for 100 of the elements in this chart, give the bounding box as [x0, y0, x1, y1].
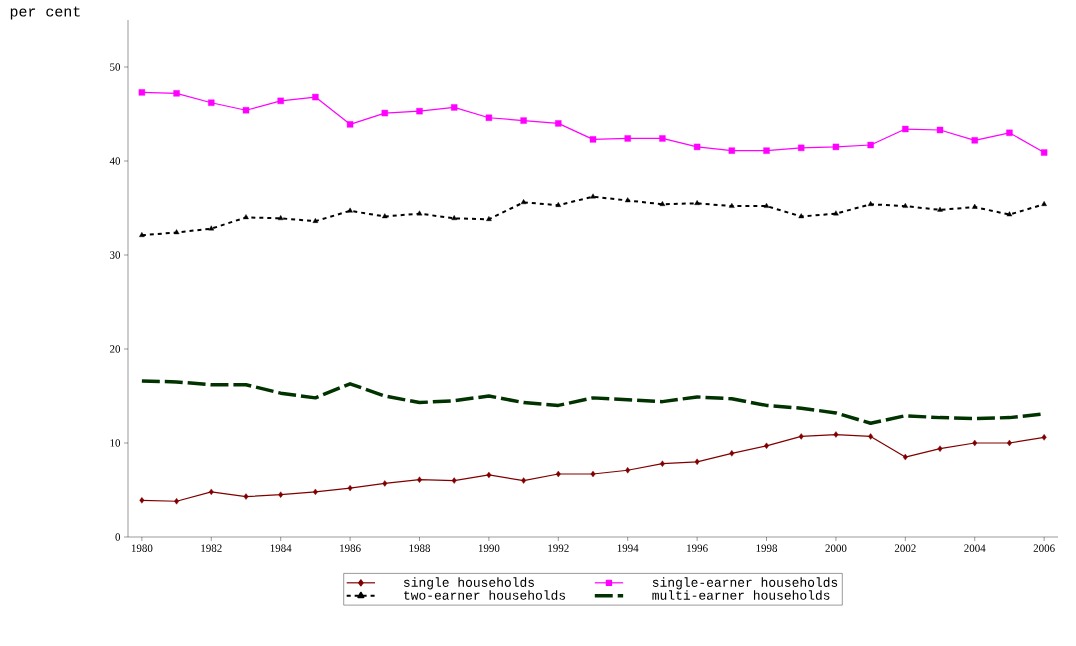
point	[138, 89, 146, 96]
point	[972, 439, 978, 447]
point	[451, 215, 457, 221]
point	[763, 202, 770, 208]
y-tick-label: 50	[110, 63, 121, 71]
point	[208, 99, 215, 106]
point	[589, 136, 597, 143]
point	[242, 107, 250, 114]
point	[139, 497, 145, 504]
point	[798, 433, 804, 440]
point	[347, 207, 353, 213]
point	[693, 143, 701, 151]
point	[555, 470, 561, 478]
point	[486, 471, 492, 479]
point	[451, 104, 458, 111]
x-tick-label: 1998	[756, 544, 778, 552]
point	[694, 458, 700, 465]
point	[590, 193, 596, 199]
point	[1006, 211, 1013, 217]
y-tick-label: 30	[110, 251, 121, 259]
x-tick-label: 1990	[478, 544, 500, 552]
x-tick-label: 1986	[340, 544, 361, 552]
y-tick-label: 0	[115, 533, 121, 541]
point	[659, 201, 666, 206]
point	[625, 467, 631, 474]
point	[520, 199, 527, 205]
point	[1006, 129, 1013, 136]
point	[971, 137, 978, 144]
point	[1041, 201, 1047, 206]
x-tick-label: 1988	[409, 544, 431, 552]
point	[1041, 434, 1047, 441]
point	[833, 431, 839, 438]
x-tick-label: 1982	[201, 544, 222, 552]
y-tick-label: 20	[110, 345, 121, 353]
point	[833, 210, 839, 216]
point	[139, 232, 145, 237]
point	[312, 93, 319, 101]
point	[174, 498, 180, 505]
x-tick-label: 1984	[270, 544, 292, 552]
point	[971, 203, 978, 209]
point	[417, 476, 422, 483]
point	[173, 229, 180, 235]
point	[347, 484, 353, 492]
point	[1040, 149, 1048, 156]
point	[659, 460, 665, 467]
x-tick-label: 1996	[687, 544, 708, 552]
point	[277, 215, 284, 221]
legend-label: single-earner households	[652, 577, 838, 590]
point	[867, 201, 874, 206]
point	[382, 213, 388, 219]
x-tick-label: 1994	[617, 544, 639, 552]
point	[867, 141, 874, 149]
point	[728, 147, 735, 154]
point	[312, 488, 318, 496]
point	[382, 480, 388, 487]
legend-label: two-earner households	[404, 590, 566, 600]
point	[937, 445, 943, 452]
point	[624, 135, 631, 142]
y-axis-title: per cent	[10, 6, 80, 20]
y-tick-label: 10	[110, 439, 121, 447]
point	[416, 107, 423, 115]
legend-label: single households	[404, 577, 534, 590]
point	[694, 200, 700, 205]
point	[1006, 439, 1012, 447]
point	[277, 97, 284, 105]
point	[902, 202, 909, 208]
point	[485, 114, 493, 121]
point	[208, 488, 214, 496]
point	[243, 493, 249, 500]
point	[798, 213, 805, 219]
point	[520, 117, 527, 124]
point	[173, 90, 180, 97]
point	[763, 147, 770, 154]
point	[555, 201, 562, 207]
y-tick-label: 40	[109, 157, 121, 165]
point	[521, 477, 527, 484]
point	[555, 120, 562, 127]
point	[346, 121, 354, 128]
point	[868, 433, 874, 440]
point	[243, 214, 249, 220]
point	[278, 491, 284, 498]
point	[729, 202, 735, 208]
x-tick-label: 2006	[1033, 544, 1055, 552]
point	[832, 143, 840, 151]
point	[936, 126, 944, 134]
point	[902, 453, 908, 461]
x-tick-label: 2004	[964, 544, 986, 552]
x-tick-label: 1992	[548, 544, 569, 552]
point	[624, 197, 631, 203]
point	[590, 470, 596, 478]
point	[902, 125, 909, 133]
x-tick-label: 1980	[131, 544, 153, 552]
point	[416, 210, 423, 216]
point	[659, 135, 666, 142]
legend-label: multi-earner households	[652, 590, 830, 600]
point	[937, 206, 943, 212]
point	[798, 144, 805, 152]
x-tick-label: 2000	[825, 544, 847, 552]
point	[451, 477, 457, 484]
point	[486, 216, 492, 221]
